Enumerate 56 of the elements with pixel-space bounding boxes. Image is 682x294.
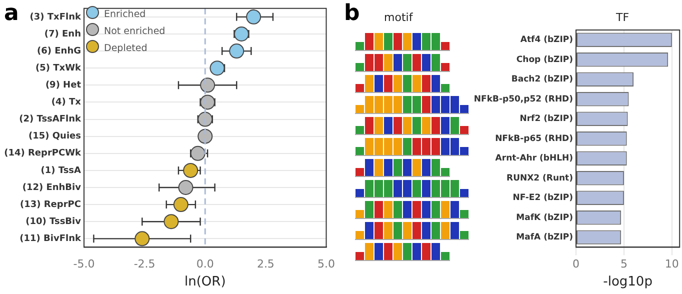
y-tick-label: (5) TxWk [36, 63, 82, 74]
legend-label: Not enriched [103, 25, 166, 39]
y-tick-label: Nrf2 (bZIP) [520, 114, 574, 124]
x-tick-label: -2.5 [134, 258, 156, 271]
y-tick-label: MafA (bZIP) [516, 232, 574, 243]
y-tick-label: Bach2 (bZIP) [511, 74, 574, 85]
point [164, 214, 179, 230]
y-tick-label: Chop (bZIP) [516, 54, 574, 65]
y-tick-label: (10) TssBiv [26, 216, 82, 227]
y-tick-label: (3) TxFlnk [30, 12, 82, 22]
point [198, 128, 213, 144]
y-tick-label: (14) ReprPCWk [4, 148, 82, 159]
y-tick-label: NF-E2 (bZIP) [512, 193, 574, 204]
y-tick-label: (12) EnhBiv [22, 182, 82, 193]
y-tick-label: (4) Tx [51, 98, 82, 108]
y-tick-label: Atf4 (bZIP) [520, 35, 574, 46]
x-tick-label: -5.0 [73, 258, 95, 271]
point [178, 180, 194, 195]
y-tick-label: (9) Het [45, 80, 82, 90]
point [198, 112, 213, 127]
x-tick-label: 5.0 [318, 258, 336, 271]
y-tick-label: MafK (bZIP) [516, 212, 574, 223]
y-tick-label: (15) Quies [28, 132, 81, 142]
y-tick-label: Arnt-Ahr (bHLH) [495, 154, 574, 164]
chart-title: a [4, 1, 19, 26]
point [200, 94, 216, 110]
y-tick-label: NFkB-p65 (RHD) [495, 134, 574, 144]
point [183, 162, 198, 178]
point [210, 60, 225, 76]
text: motif [384, 11, 413, 24]
y-tick-label: (13) ReprPC [20, 200, 82, 210]
x-tick-label: 2.5 [256, 258, 274, 271]
point [246, 9, 262, 24]
y-tick-label: NFkB-p50,p52 (RHD) [474, 94, 574, 104]
x-axis-title: ln(OR) [184, 274, 226, 290]
x-tick-label: 5 [620, 258, 628, 271]
legend-label: Enriched [103, 8, 147, 22]
point [190, 146, 206, 161]
y-tick-label: (1) TssA [40, 166, 82, 176]
point [173, 197, 188, 212]
point [200, 78, 216, 93]
point [234, 26, 249, 42]
y-tick-label: RUNX2 (Runt) [506, 173, 574, 184]
point [134, 231, 150, 246]
point [229, 44, 244, 59]
y-tick-label: (2) TssAFlnk [19, 114, 82, 125]
x-tick-label: 10 [664, 258, 679, 271]
y-tick-label: (11) BivFlnk [20, 234, 82, 244]
text: b [344, 1, 360, 26]
y-tick-label: (7) Enh [44, 29, 81, 40]
y-axis-title: TF [616, 11, 630, 24]
legend-label: Depleted [103, 42, 148, 56]
x-tick-label: 0 [572, 258, 580, 271]
y-tick-label: (6) EnhG [37, 46, 81, 56]
x-axis-title: -log10p [603, 274, 652, 290]
x-tick-label: 0.0 [196, 258, 214, 271]
